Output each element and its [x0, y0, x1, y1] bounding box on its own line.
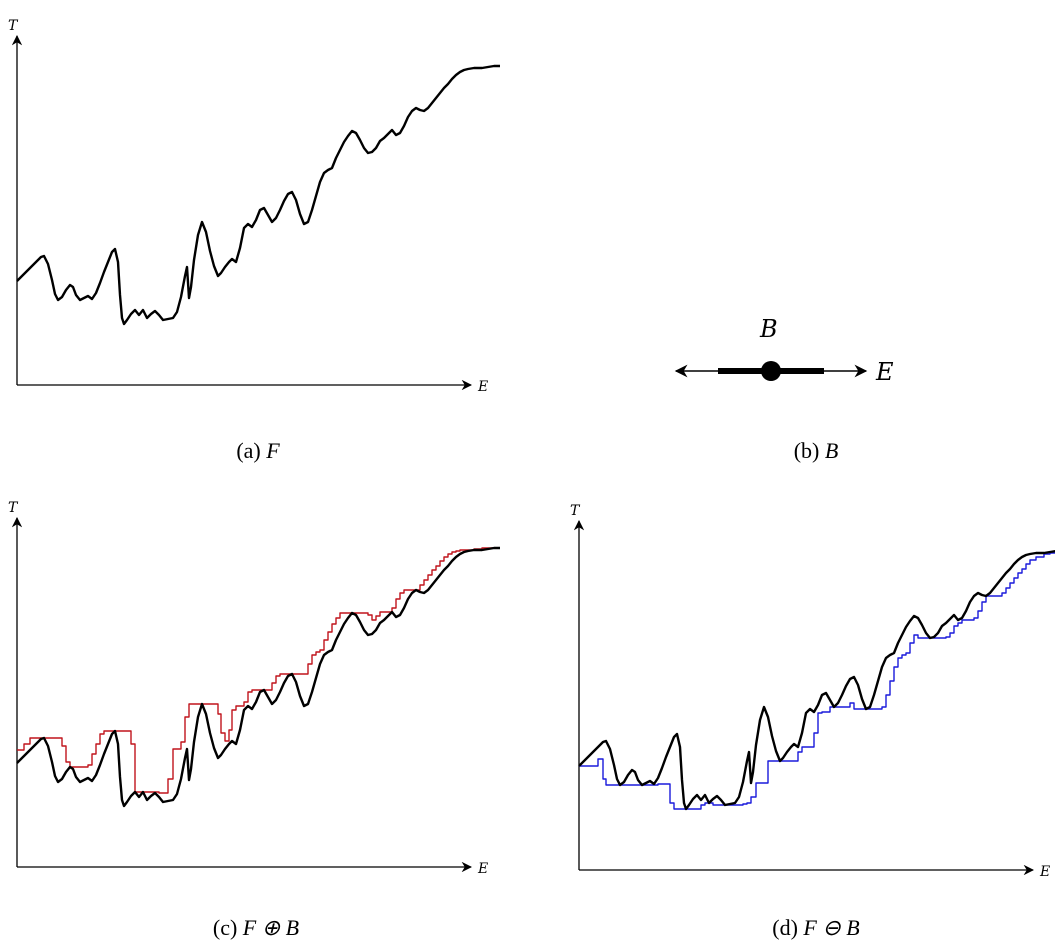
x-axis-label: E [1039, 864, 1050, 880]
signal-curve [16, 546, 500, 808]
caption-prefix: (a) [236, 438, 261, 463]
panel-d: T E [570, 503, 1055, 880]
x-axis-label: E [477, 861, 488, 877]
caption-prefix: (b) [793, 438, 820, 463]
dilation-curve [17, 547, 500, 794]
caption-math: F ⊕ B [242, 915, 300, 940]
x-axis-label: E [477, 379, 488, 395]
y-axis-label: T [8, 18, 19, 34]
y-axis-label: T [8, 500, 19, 516]
structuring-element-label: B [759, 315, 778, 343]
panel-c: T E [8, 500, 500, 877]
caption-b: (b) B [794, 438, 839, 464]
caption-math: B [824, 438, 839, 463]
caption-math: F [266, 438, 280, 463]
caption-d: (d) F ⊖ B [772, 915, 859, 941]
signal-curve [578, 549, 1055, 811]
caption-math: F ⊖ B [803, 915, 860, 940]
y-axis-label: T [570, 503, 581, 519]
signal-curve [16, 64, 500, 326]
structuring-element-origin [761, 361, 781, 381]
panel-a: T E [8, 18, 500, 395]
e-axis-label: E [875, 358, 894, 386]
caption-c: (c) F ⊕ B [213, 915, 299, 941]
erosion-curve [579, 552, 1055, 810]
caption-prefix: (c) [212, 915, 238, 940]
caption-a: (a) F [236, 438, 279, 464]
caption-prefix: (d) [772, 915, 798, 940]
panel-b: B E [674, 315, 894, 386]
